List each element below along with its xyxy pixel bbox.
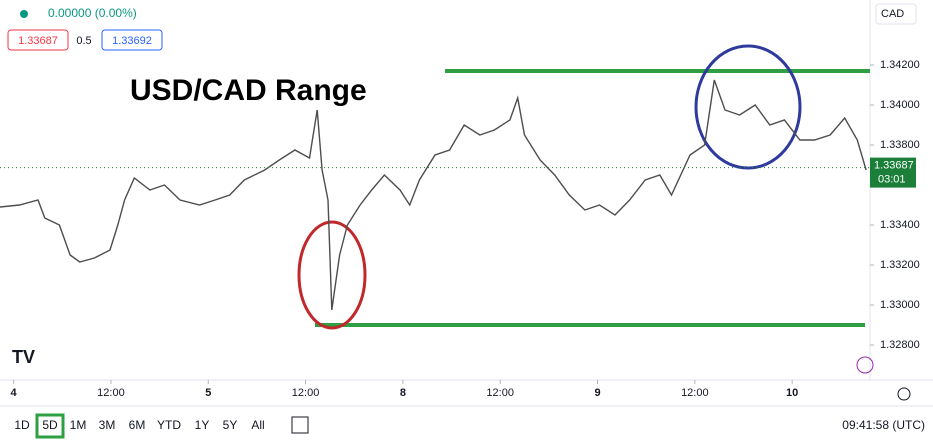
x-tick-label: 4 xyxy=(11,387,18,399)
x-tick-label: 5 xyxy=(205,387,211,399)
y-tick-label: 1.34200 xyxy=(880,59,920,71)
current-price-label: 1.33687 xyxy=(874,160,914,172)
timeframe-selected xyxy=(35,413,65,439)
bid: 1.33687 xyxy=(18,35,58,47)
y-tick-label: 1.32800 xyxy=(880,339,920,351)
x-tick-label: 12:00 xyxy=(681,387,709,399)
low-highlight xyxy=(297,220,367,330)
y-tick-label: 1.33800 xyxy=(880,139,920,151)
alert-icon[interactable] xyxy=(856,356,874,374)
y-tick-label: 1.33000 xyxy=(880,299,920,311)
x-tick-label: 10 xyxy=(786,387,798,399)
current-price-box xyxy=(870,157,916,188)
y-tick-label: 1.33400 xyxy=(880,219,920,231)
y-tick-label: 1.33200 xyxy=(880,259,920,271)
x-tick-label: 8 xyxy=(400,387,406,399)
timeframe-button[interactable]: 5D xyxy=(42,418,58,432)
y-tick-label: 1.34000 xyxy=(880,99,920,111)
x-tick-label: 9 xyxy=(594,387,600,399)
status-dot xyxy=(20,10,28,18)
x-tick-label: 12:00 xyxy=(292,387,320,399)
timeframe-button[interactable]: 1D xyxy=(14,418,30,432)
currency: CAD xyxy=(881,8,904,20)
spread: 0.5 xyxy=(76,35,91,47)
x-tick-label: 12:00 xyxy=(97,387,125,399)
x-tick-label: 12:00 xyxy=(486,387,514,399)
timeframe-button[interactable]: 3M xyxy=(99,418,116,432)
timeframe-button[interactable]: 1M xyxy=(70,418,87,432)
settings-icon[interactable] xyxy=(897,387,911,401)
change: 0.00000 (0.00%) xyxy=(48,6,137,20)
calendar-icon[interactable] xyxy=(291,416,309,434)
timeframe-button[interactable]: YTD xyxy=(157,418,181,432)
countdown: 03:01 xyxy=(878,174,906,186)
logo: TV xyxy=(12,347,35,367)
timeframe-button[interactable]: 6M xyxy=(129,418,146,432)
bid-box[interactable] xyxy=(7,29,69,51)
high-highlight xyxy=(694,44,802,170)
ask-box[interactable] xyxy=(101,29,163,51)
currency-box[interactable] xyxy=(875,3,917,25)
timeframe-button[interactable]: 5Y xyxy=(223,418,238,432)
price-line xyxy=(0,79,867,311)
timeframe-button[interactable]: 1Y xyxy=(195,418,210,432)
chart-title: USD/CAD Range xyxy=(130,74,367,107)
clock: 09:41:58 (UTC) xyxy=(842,418,925,432)
ask: 1.33692 xyxy=(112,35,152,47)
timeframe-button[interactable]: All xyxy=(251,418,264,432)
